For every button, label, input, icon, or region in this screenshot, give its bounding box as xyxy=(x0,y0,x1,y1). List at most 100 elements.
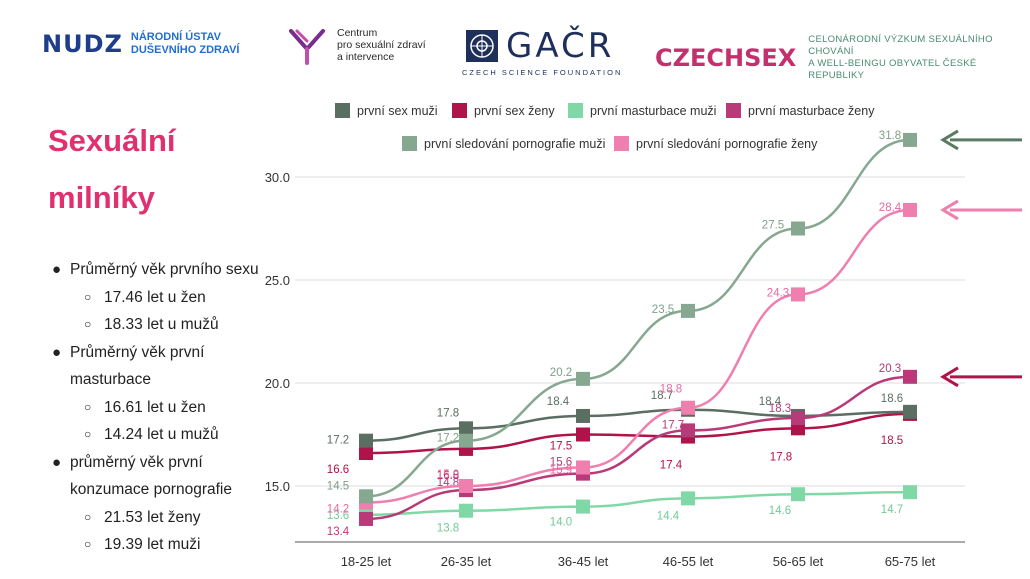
data-point-marker xyxy=(903,132,917,147)
legend-label: první masturbace ženy xyxy=(748,104,875,118)
data-label: 17.2 xyxy=(327,435,349,447)
czechsex-logo-line1: CELONÁRODNÍ VÝZKUM SEXUÁLNÍHO CHOVÁNÍ xyxy=(808,34,993,57)
stat-sub-item: ○ 16.61 let u žen xyxy=(84,398,206,416)
data-point-marker xyxy=(791,411,805,426)
data-label: 17.8 xyxy=(437,407,459,419)
data-point-marker xyxy=(576,427,590,442)
data-label: 15.9 xyxy=(550,464,572,476)
data-point-marker xyxy=(903,202,917,217)
data-point-marker xyxy=(791,221,805,236)
gacr-logo-word: GAČR xyxy=(506,26,615,66)
data-label: 13.8 xyxy=(437,523,459,535)
data-point-marker xyxy=(459,479,473,493)
data-label: 15.0 xyxy=(437,469,459,481)
page-title: Sexuální milníky xyxy=(48,112,198,226)
indicator-arrow-head xyxy=(940,366,959,388)
indicator-arrow-head xyxy=(940,129,959,151)
data-point-marker xyxy=(576,460,590,475)
data-label: 14.4 xyxy=(657,510,680,522)
data-point-marker xyxy=(791,287,805,302)
centrum-logo-line1: Centrum xyxy=(337,27,378,39)
legend-swatch xyxy=(335,103,350,118)
data-point-marker xyxy=(359,446,373,461)
nudz-logo-text: NÁRODNÍ ÚSTAV DUŠEVNÍHO ZDRAVÍ xyxy=(131,31,240,57)
data-label: 18.4 xyxy=(547,396,570,408)
czechsex-logo: CZECHSEX CELONÁRODNÍ VÝZKUM SEXUÁLNÍHO C… xyxy=(655,34,1030,82)
stat-sub-item: ○ 19.39 let muži xyxy=(84,536,201,553)
legend-label: první sledování pornografie muži xyxy=(424,137,605,151)
data-label: 13.4 xyxy=(327,526,350,538)
data-label: 14.7 xyxy=(881,504,903,516)
nudz-logo-line2: DUŠEVNÍHO ZDRAVÍ xyxy=(130,44,240,56)
x-tick-label: 18-25 let xyxy=(341,554,392,569)
data-label: 18.6 xyxy=(881,393,903,405)
data-point-marker xyxy=(576,408,590,423)
x-tick-label: 26-35 let xyxy=(441,554,492,569)
legend-label: první masturbace muži xyxy=(590,104,716,118)
gacr-logo-subtitle: CZECH SCIENCE FOUNDATION xyxy=(462,68,623,77)
data-label: 16.6 xyxy=(327,464,349,476)
czechsex-logo-line2: A WELL-BEINGU OBYVATEL ČESKÉ REPUBLIKY xyxy=(808,58,977,81)
centrum-logo-line2: pro sexuální zdraví xyxy=(337,39,426,51)
nudz-logo: NUDZ NÁRODNÍ ÚSTAV DUŠEVNÍHO ZDRAVÍ xyxy=(42,30,240,58)
data-label: 18.7 xyxy=(651,390,673,402)
data-label: 20.2 xyxy=(550,367,572,379)
data-point-marker xyxy=(903,369,917,384)
series-line xyxy=(365,412,911,455)
data-label: 14.5 xyxy=(327,480,349,492)
legend-label: první sledování pornografie ženy xyxy=(636,137,818,151)
centrum-logo-line3: a intervence xyxy=(337,51,395,63)
series-line xyxy=(365,490,911,517)
stat-item-first-porn: ● průměrný věk první konzumace pornografi… xyxy=(52,453,232,499)
data-point-marker xyxy=(681,400,695,415)
data-label: 14.6 xyxy=(769,505,791,517)
stat-sub-item: ○ 17.46 let u žen xyxy=(84,288,206,306)
data-label: 24.3 xyxy=(767,287,789,299)
y-tick-label: 25.0 xyxy=(265,273,290,288)
legend-swatch xyxy=(568,103,583,118)
data-label: 31.8 xyxy=(879,130,901,142)
data-point-marker xyxy=(903,404,917,419)
y-tick-label: 15.0 xyxy=(265,479,290,494)
data-label: 13.6 xyxy=(327,510,349,522)
data-point-marker xyxy=(791,487,805,502)
gacr-logo-icon xyxy=(466,30,498,62)
data-point-marker xyxy=(681,491,695,506)
x-tick-label: 65-75 let xyxy=(885,554,936,569)
legend-label: první sex muži xyxy=(357,104,438,118)
data-label: 18.5 xyxy=(881,435,903,447)
series-line xyxy=(365,138,911,498)
data-label: 18.4 xyxy=(759,396,782,408)
stat-sub-item: ○ 21.53 let ženy xyxy=(84,508,201,526)
data-point-marker xyxy=(459,503,473,518)
nudz-logo-line1: NÁRODNÍ ÚSTAV xyxy=(130,31,221,43)
data-label: 17.4 xyxy=(660,460,683,472)
data-point-marker xyxy=(576,371,590,386)
x-tick-label: 46-55 let xyxy=(663,554,714,569)
nudz-logo-mark: NUDZ xyxy=(42,30,123,58)
data-label: 23.5 xyxy=(652,304,674,316)
stat-sub-item: ○ 14.24 let u mužů xyxy=(84,426,219,443)
series-line xyxy=(365,375,911,521)
data-label: 18.3 xyxy=(769,403,791,415)
y-tick-label: 20.0 xyxy=(265,376,290,391)
x-tick-label: 36-45 let xyxy=(558,554,609,569)
data-point-marker xyxy=(576,499,590,514)
data-label: 27.5 xyxy=(762,220,784,232)
legend-swatch xyxy=(726,103,741,118)
data-label: 20.3 xyxy=(879,363,901,375)
data-label: 17.5 xyxy=(550,441,572,453)
data-label: 18.8 xyxy=(660,384,682,396)
legend-swatch xyxy=(614,136,629,151)
data-point-marker xyxy=(681,423,695,438)
legend-label: první sex ženy xyxy=(474,104,555,118)
legend-swatch xyxy=(402,136,417,151)
czechsex-logo-text: CELONÁRODNÍ VÝZKUM SEXUÁLNÍHO CHOVÁNÍ A … xyxy=(808,34,1030,82)
data-point-marker xyxy=(459,433,473,448)
centrum-logo: Centrum pro sexuální zdraví a intervence xyxy=(287,27,426,67)
stat-sub-item: ○ 18.33 let u mužů xyxy=(84,316,219,333)
data-point-marker xyxy=(359,489,373,504)
data-label: 17.7 xyxy=(662,419,684,431)
data-label: 17.2 xyxy=(437,433,459,445)
